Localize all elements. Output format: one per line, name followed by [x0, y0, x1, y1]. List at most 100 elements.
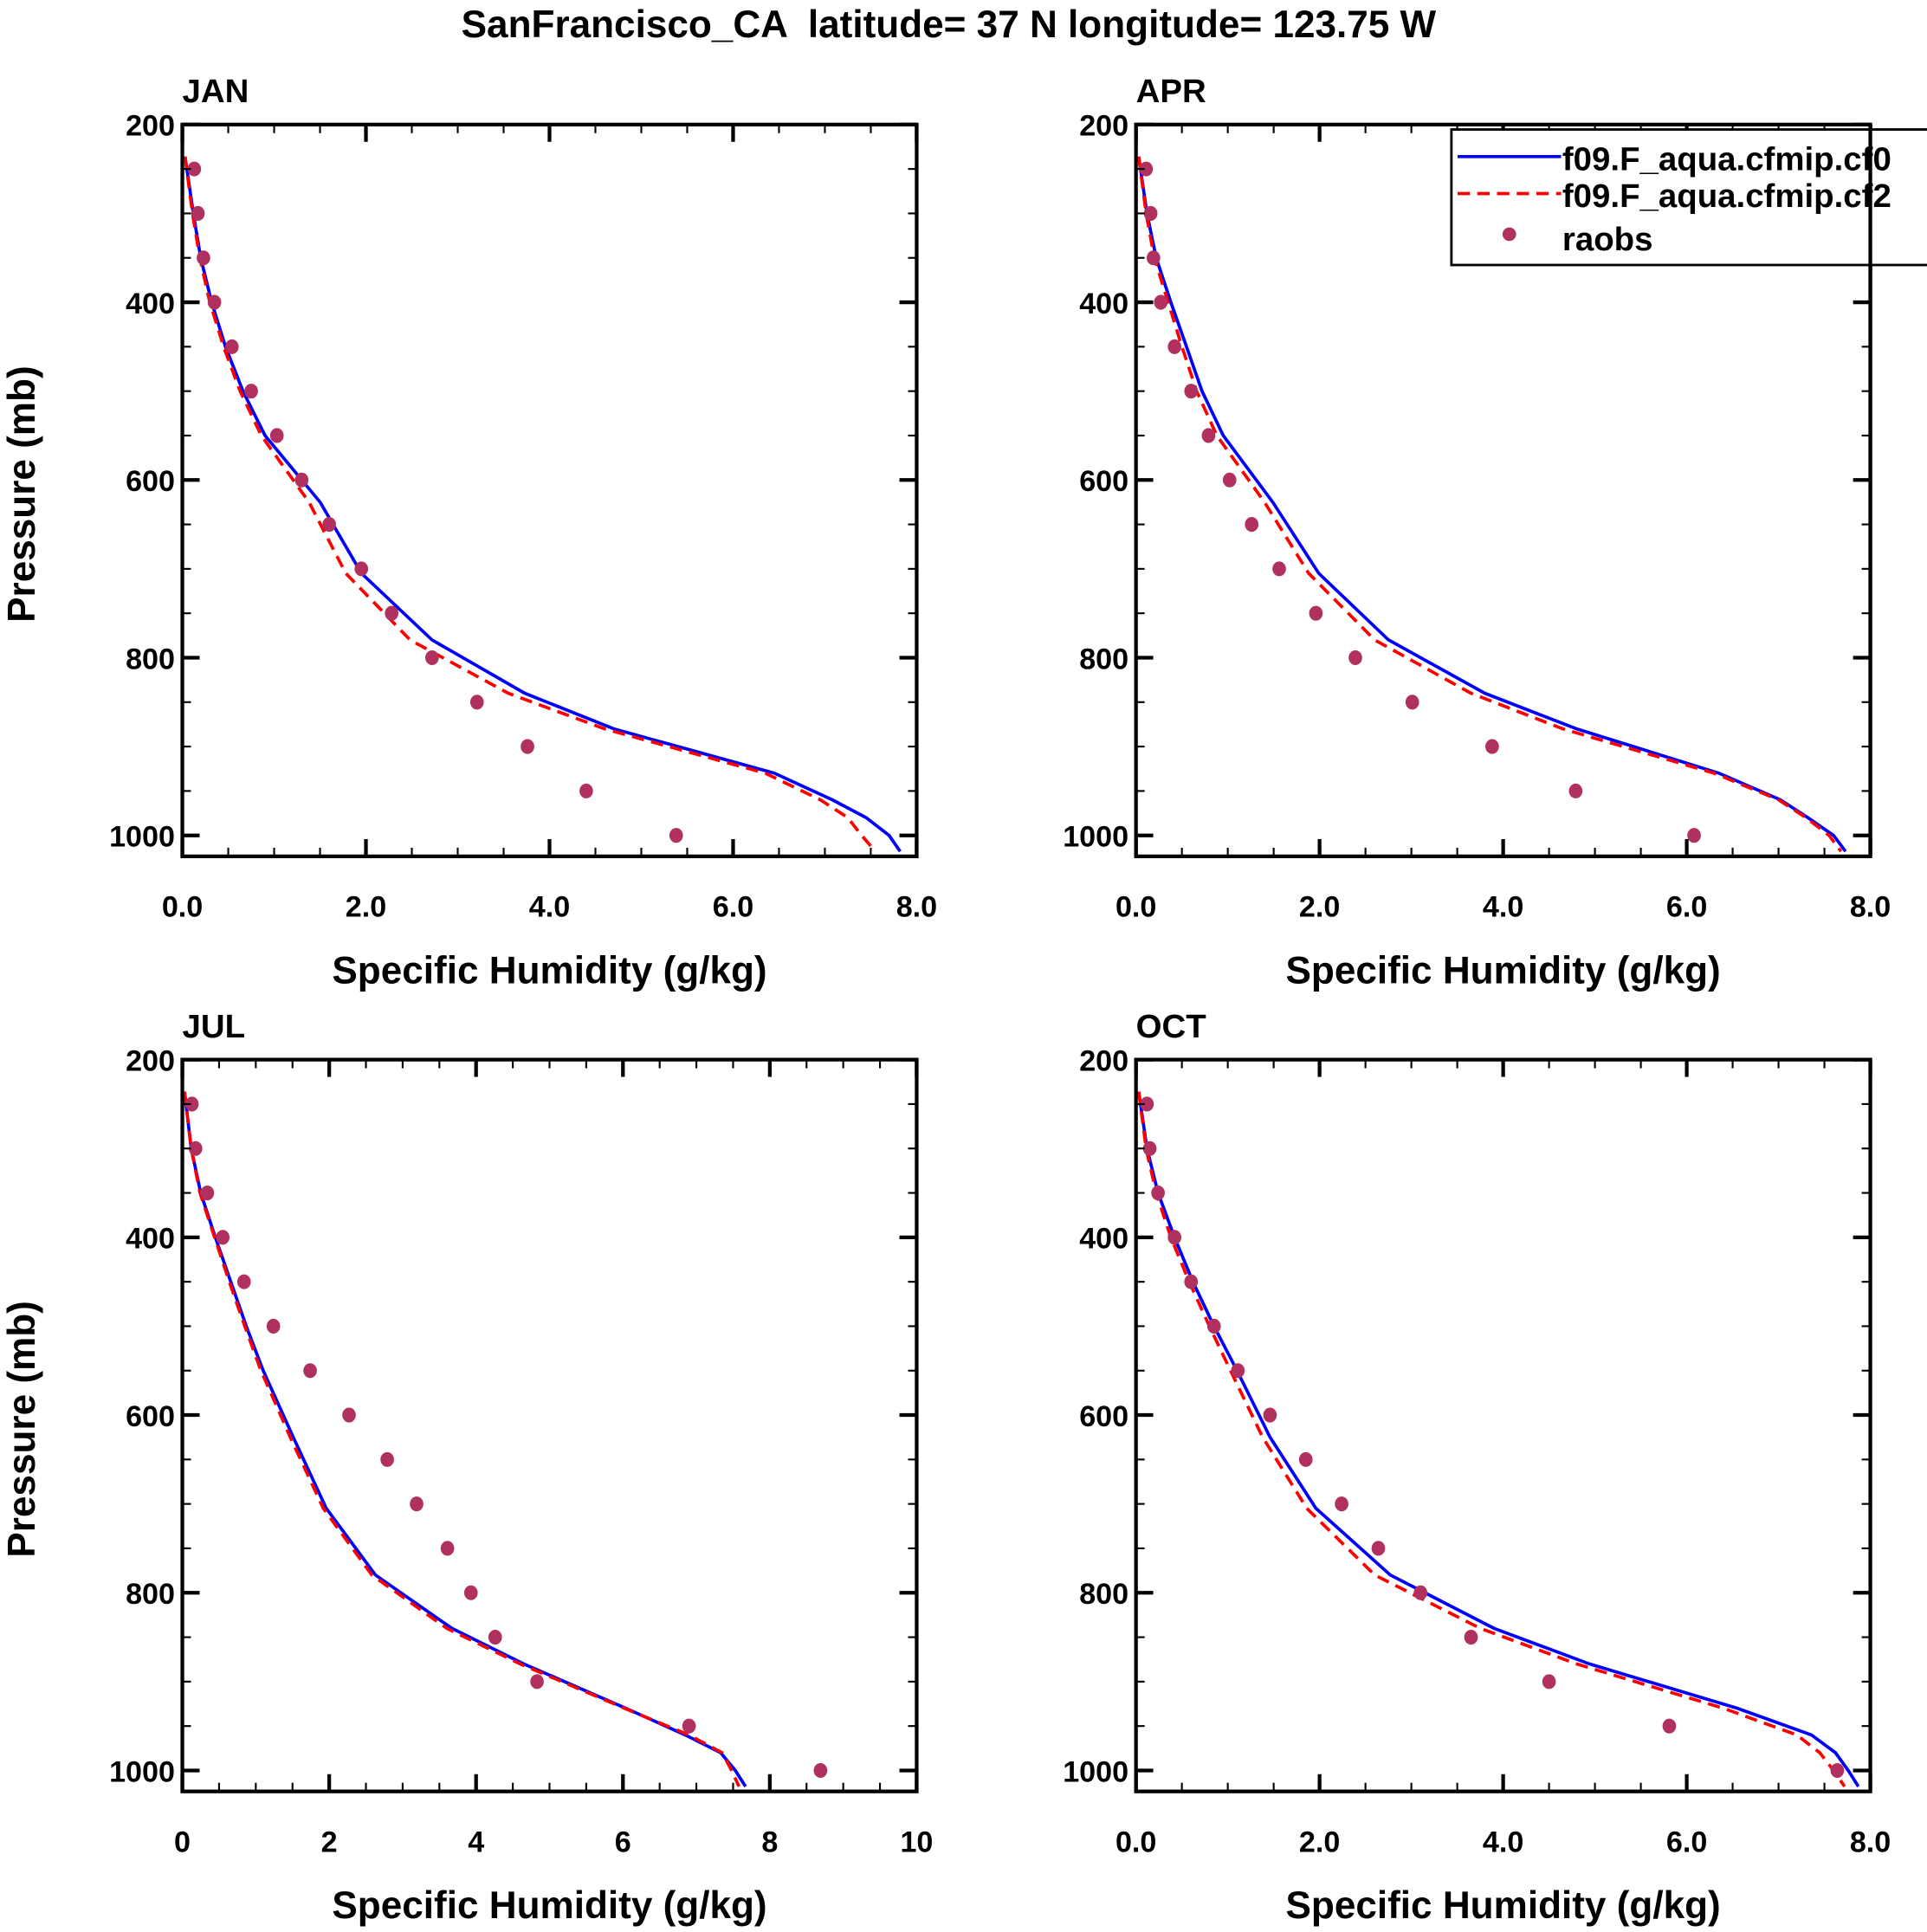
x-tick-label: 2.0	[1299, 891, 1340, 924]
y-tick-label: 200	[1079, 1044, 1128, 1077]
y-tick-label: 1000	[109, 1755, 175, 1788]
raobs-point	[207, 294, 222, 310]
raobs-point	[1272, 561, 1286, 577]
x-axis-label: Specific Humidity (g/kg)	[1285, 1884, 1720, 1927]
series-line-cf2	[1136, 156, 1843, 853]
plot-frame	[180, 122, 919, 859]
raobs-point	[1413, 1585, 1428, 1600]
raobs-point	[1464, 1630, 1478, 1645]
raobs-point	[1231, 1363, 1245, 1379]
raobs-point	[410, 1496, 424, 1512]
raobs-point	[1830, 1762, 1845, 1779]
raobs-point	[1687, 828, 1701, 843]
raobs-point	[1335, 1496, 1348, 1512]
raobs-point	[440, 1541, 455, 1556]
raobs-point	[1568, 783, 1583, 798]
y-axis-label: Pressure (mb)	[1, 1301, 43, 1558]
raobs-point	[813, 1762, 828, 1779]
raobs-point	[463, 1585, 478, 1600]
plot-frame	[1134, 1057, 1872, 1793]
raobs-point	[197, 250, 210, 266]
x-tick-label: 10	[900, 1825, 933, 1858]
raobs-point	[1542, 1674, 1556, 1690]
y-tick-label: 600	[126, 465, 175, 498]
x-tick-label: 8.0	[1850, 891, 1891, 924]
raobs-point	[269, 428, 284, 443]
raobs-point	[579, 783, 593, 798]
raobs-point	[521, 739, 534, 754]
raobs-point	[530, 1674, 544, 1690]
raobs-point	[1309, 605, 1323, 621]
series-line-cf2	[1136, 1091, 1846, 1788]
series-line-cf2	[183, 1091, 740, 1787]
raobs-point	[380, 1451, 394, 1467]
raobs-point	[1151, 1185, 1165, 1201]
y-tick-label: 1000	[1063, 1755, 1128, 1788]
legend: f09.F_aqua.cfmip.cf0f09.F_aqua.cfmip.cf2…	[1450, 128, 1927, 267]
series-line-cf0	[183, 156, 902, 853]
x-tick-label: 0.0	[162, 891, 203, 924]
x-axis-label: Specific Humidity (g/kg)	[332, 1884, 766, 1927]
raobs-point	[322, 517, 336, 533]
x-tick-label: 4	[468, 1825, 484, 1858]
raobs-point	[1662, 1718, 1677, 1734]
x-tick-label: 6.0	[713, 891, 753, 924]
raobs-point	[1167, 339, 1182, 354]
panel-jan: 200 400 600 800 1000 0.0 2.0 4.0 6.0 8.0 Specific …	[1, 73, 937, 992]
raobs-point	[188, 1140, 203, 1156]
x-tick-label: 8	[761, 1825, 778, 1858]
x-tick-label: 6.0	[1666, 1825, 1707, 1858]
y-tick-label: 200	[126, 110, 175, 143]
raobs-point	[266, 1318, 281, 1334]
raobs-point	[224, 339, 239, 354]
y-tick-label: 1000	[1063, 821, 1128, 854]
raobs-point	[1263, 1407, 1277, 1423]
raobs-point	[244, 384, 258, 399]
raobs-point	[191, 205, 205, 221]
x-tick-label: 8.0	[1850, 1825, 1891, 1858]
raobs-point	[682, 1718, 696, 1734]
y-tick-label: 800	[1079, 643, 1128, 675]
y-tick-label: 400	[126, 1223, 175, 1256]
legend-swatch-dot	[1502, 227, 1516, 242]
figure-title: SanFrancisco_CA latitude= 37 N longitude…	[462, 3, 1437, 46]
raobs-point	[200, 1185, 215, 1201]
x-tick-label: 6	[615, 1825, 631, 1858]
y-tick-label: 600	[126, 1400, 175, 1433]
x-tick-label: 0.0	[1115, 1825, 1156, 1858]
x-tick-label: 0	[174, 1825, 191, 1858]
raobs-point	[1142, 1140, 1157, 1156]
raobs-point	[184, 1096, 199, 1112]
raobs-point	[385, 605, 399, 621]
panel-title: APR	[1136, 73, 1206, 110]
legend-label: f09.F_aqua.cfmip.cf2	[1562, 178, 1891, 215]
raobs-point	[1154, 294, 1168, 310]
raobs-point	[1184, 1274, 1199, 1289]
y-tick-label: 1000	[109, 821, 175, 854]
y-tick-label: 400	[1079, 1223, 1128, 1256]
raobs-point	[1348, 649, 1362, 666]
x-axis-label: Specific Humidity (g/kg)	[332, 949, 766, 992]
raobs-point	[1140, 1096, 1154, 1112]
raobs-point	[425, 649, 439, 666]
raobs-point	[342, 1407, 356, 1423]
raobs-point	[1206, 1318, 1221, 1334]
series-line-cf0	[1136, 156, 1847, 853]
plot-frame	[180, 1057, 919, 1793]
series-line-cf0	[183, 1091, 747, 1787]
panel-title: JUL	[183, 1008, 246, 1045]
raobs-point	[1184, 384, 1199, 399]
x-tick-label: 0.0	[1115, 891, 1156, 924]
raobs-point	[1245, 517, 1259, 533]
legend-box	[1450, 128, 1927, 267]
raobs-point	[1201, 428, 1216, 443]
y-tick-label: 200	[1079, 110, 1128, 143]
x-tick-label: 6.0	[1666, 891, 1707, 924]
panel-jul: 200 400 600 800 1000 0 2 4 6 8 10 Specific Humidity…	[1, 1008, 934, 1927]
raobs-point	[1139, 161, 1154, 177]
panel-title: OCT	[1136, 1008, 1207, 1045]
raobs-point	[1146, 250, 1161, 266]
y-tick-label: 800	[126, 643, 175, 675]
